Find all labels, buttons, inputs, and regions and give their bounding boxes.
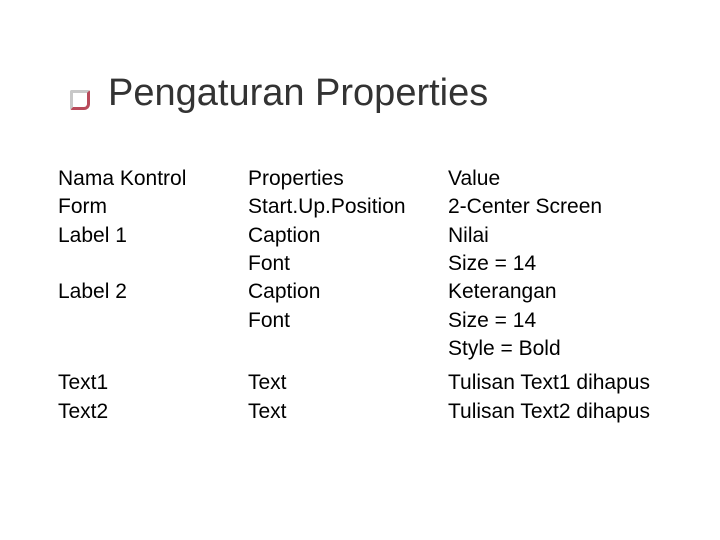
cell-kontrol: Text1 (58, 369, 248, 397)
header-col-kontrol: Nama Kontrol (58, 165, 248, 193)
cell-property: Text (248, 398, 448, 426)
properties-table: Nama Kontrol Properties Value Form Start… (58, 165, 668, 426)
cell-kontrol (58, 250, 248, 278)
table-row: Font Size = 14 (58, 307, 668, 335)
cell-property: Start.Up.Position (248, 193, 448, 221)
cell-kontrol: Label 1 (58, 222, 248, 250)
cell-value: Tulisan Text1 dihapus (448, 369, 668, 397)
cell-property: Caption (248, 222, 448, 250)
header-col-value: Value (448, 165, 668, 193)
cell-value: 2-Center Screen (448, 193, 668, 221)
table-row: Text1 Text Tulisan Text1 dihapus (58, 369, 668, 397)
table-row: Text2 Text Tulisan Text2 dihapus (58, 398, 668, 426)
cell-value: Nilai (448, 222, 668, 250)
cell-value: Keterangan (448, 278, 668, 306)
title-bullet-icon (70, 90, 90, 110)
table-row: Label 2 Caption Keterangan (58, 278, 668, 306)
header-col-properties: Properties (248, 165, 448, 193)
cell-kontrol (58, 307, 248, 335)
cell-property: Font (248, 250, 448, 278)
table-row: Font Size = 14 (58, 250, 668, 278)
cell-property: Text (248, 369, 448, 397)
cell-value: Style = Bold (448, 335, 668, 363)
cell-property: Caption (248, 278, 448, 306)
table-header-row: Nama Kontrol Properties Value (58, 165, 668, 193)
slide: Pengaturan Properties Nama Kontrol Prope… (0, 0, 720, 540)
cell-property (248, 335, 448, 363)
cell-kontrol: Text2 (58, 398, 248, 426)
cell-value: Size = 14 (448, 307, 668, 335)
cell-kontrol (58, 335, 248, 363)
cell-value: Tulisan Text2 dihapus (448, 398, 668, 426)
table-row: Label 1 Caption Nilai (58, 222, 668, 250)
cell-value: Size = 14 (448, 250, 668, 278)
cell-kontrol: Label 2 (58, 278, 248, 306)
cell-kontrol: Form (58, 193, 248, 221)
cell-property: Font (248, 307, 448, 335)
table-row: Form Start.Up.Position 2-Center Screen (58, 193, 668, 221)
slide-title: Pengaturan Properties (108, 72, 488, 115)
title-row: Pengaturan Properties (70, 72, 488, 115)
table-row: Style = Bold (58, 335, 668, 363)
